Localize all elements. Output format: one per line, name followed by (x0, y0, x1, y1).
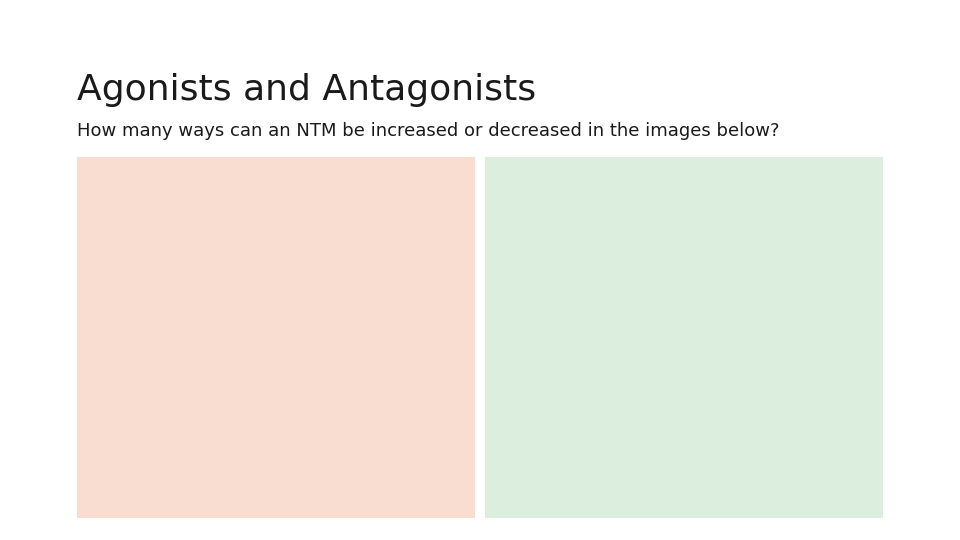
Bar (485, 157, 883, 518)
Bar (77, 157, 475, 518)
Text: Agonists and Antagonists: Agonists and Antagonists (77, 73, 536, 107)
Text: How many ways can an NTM be increased or decreased in the images below?: How many ways can an NTM be increased or… (77, 122, 780, 139)
